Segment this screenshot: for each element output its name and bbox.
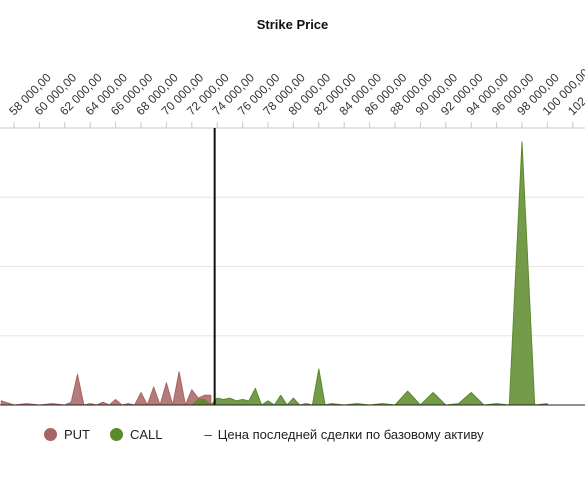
series-areas (0, 141, 548, 406)
chart-title: Strike Price (256, 17, 329, 32)
legend-item-put[interactable]: PUT (44, 427, 90, 442)
legend-call-label: CALL (130, 426, 163, 442)
series-area-put[interactable] (0, 371, 212, 406)
legend-item-call[interactable]: CALL (110, 427, 163, 442)
series-area-call[interactable] (191, 141, 548, 406)
legend-put-label: PUT (64, 426, 90, 442)
legend: PUT CALL – Цена последней сделки по базо… (44, 424, 484, 444)
gridlines (0, 127, 585, 337)
legend-price-label: Цена последней сделки по базовому активу (217, 426, 484, 442)
legend-item-price[interactable]: – Цена последней сделки по базовому акти… (205, 427, 484, 442)
legend-price-dash: – (204, 426, 212, 442)
legend-call-marker (110, 427, 123, 441)
legend-put-marker (44, 427, 57, 441)
